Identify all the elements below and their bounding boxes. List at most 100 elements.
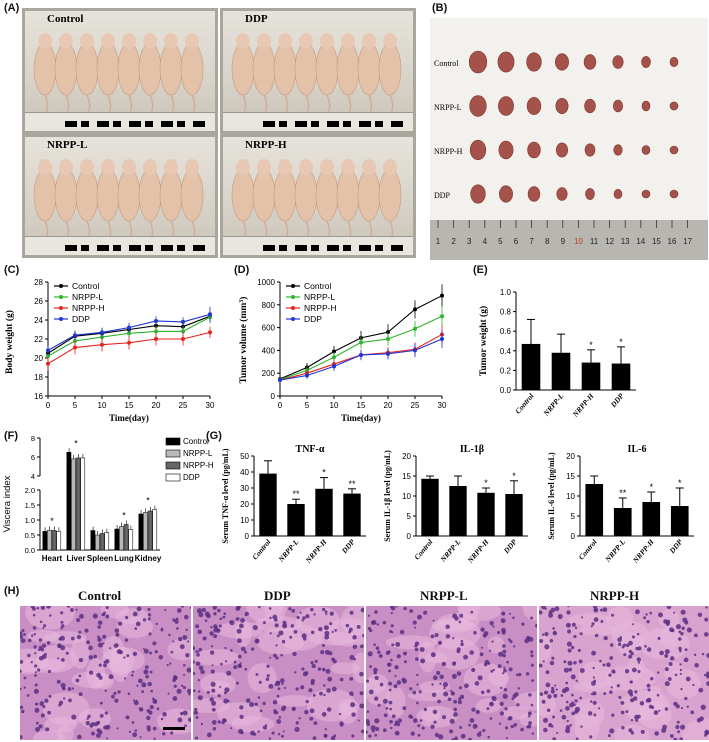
cell-nucleus xyxy=(202,636,207,641)
cell-nucleus xyxy=(644,644,647,648)
significance-mark: * xyxy=(649,482,653,492)
y-tick-label: 15 xyxy=(566,472,575,481)
cell-nucleus xyxy=(565,700,569,704)
data-point xyxy=(154,318,158,323)
cell-nucleus xyxy=(501,611,506,616)
cell-nucleus xyxy=(697,612,703,617)
cell-nucleus xyxy=(571,711,576,716)
category-label: NRPP-L xyxy=(438,537,463,564)
cell-nucleus xyxy=(200,669,205,675)
bar xyxy=(477,492,495,536)
cell-nucleus xyxy=(132,699,135,702)
ruler-block xyxy=(327,121,339,127)
cell-nucleus xyxy=(551,656,555,660)
cell-nucleus xyxy=(269,632,272,635)
cell-nucleus xyxy=(658,612,664,618)
cell-nucleus xyxy=(402,678,407,684)
cell-nucleus xyxy=(326,707,332,712)
cell-nucleus xyxy=(217,694,221,698)
cell-nucleus xyxy=(187,717,191,722)
mouse-body xyxy=(33,168,57,222)
cell-nucleus xyxy=(491,696,497,702)
cell-nucleus xyxy=(60,645,66,651)
tissue-region xyxy=(522,606,537,621)
cell-nucleus xyxy=(432,675,438,681)
cell-nucleus xyxy=(698,687,704,693)
cell-nucleus xyxy=(319,691,323,696)
significance-mark: ** xyxy=(292,489,300,499)
cell-nucleus xyxy=(325,613,328,616)
mice-label-ddp: DDP xyxy=(245,13,268,25)
cell-nucleus xyxy=(434,632,439,638)
tissue-region xyxy=(42,692,90,726)
cell-nucleus xyxy=(573,661,577,665)
cell-nucleus xyxy=(302,616,306,620)
cell-nucleus xyxy=(414,647,419,652)
cell-nucleus xyxy=(198,665,204,671)
cell-nucleus xyxy=(609,656,614,660)
cell-nucleus xyxy=(210,650,215,655)
x-tick-label: 20 xyxy=(384,401,393,410)
category-label: NRPP-H xyxy=(465,537,491,566)
cell-nucleus xyxy=(86,640,91,645)
data-point xyxy=(154,329,158,334)
ruler-number: 16 xyxy=(668,237,677,246)
cell-nucleus xyxy=(475,709,480,715)
cell-nucleus xyxy=(78,692,83,697)
y-tick-label: 10 xyxy=(566,492,575,501)
cell-nucleus xyxy=(138,707,144,712)
cell-nucleus xyxy=(317,667,322,671)
cell-nucleus xyxy=(412,620,417,625)
category-label: Lung xyxy=(114,554,134,563)
cell-nucleus xyxy=(181,684,184,688)
cell-nucleus xyxy=(594,633,599,638)
cell-nucleus xyxy=(213,634,218,639)
tumor-sample xyxy=(669,56,679,67)
cell-nucleus xyxy=(326,688,331,693)
cell-nucleus xyxy=(550,607,556,613)
cell-nucleus xyxy=(436,670,441,675)
cell-nucleus xyxy=(431,683,434,686)
cell-nucleus xyxy=(30,606,35,609)
data-point xyxy=(73,345,77,350)
y-tick-label: 20 xyxy=(402,452,411,461)
cell-nucleus xyxy=(503,666,506,669)
cell-nucleus xyxy=(565,725,571,730)
cell-nucleus xyxy=(371,729,375,733)
tissue-region xyxy=(487,636,505,654)
cell-nucleus xyxy=(598,707,601,710)
cell-nucleus xyxy=(460,642,464,647)
cell-nucleus xyxy=(359,691,364,696)
tissue-region xyxy=(665,668,702,700)
cell-nucleus xyxy=(513,722,518,727)
cell-nucleus xyxy=(686,705,689,709)
x-axis-label: Time(day) xyxy=(109,413,149,423)
cell-nucleus xyxy=(539,692,544,696)
cell-nucleus xyxy=(473,631,477,635)
cell-nucleus xyxy=(631,667,637,673)
cell-nucleus xyxy=(249,701,255,708)
data-point xyxy=(46,354,50,359)
cell-nucleus xyxy=(468,723,471,727)
cell-nucleus xyxy=(76,634,82,640)
cell-nucleus xyxy=(331,657,335,662)
cell-nucleus xyxy=(324,728,327,731)
cell-nucleus xyxy=(48,614,52,617)
category-label: DDP xyxy=(501,537,519,556)
cell-nucleus xyxy=(211,720,217,725)
cell-nucleus xyxy=(483,633,487,636)
legend-label: NRPP-L xyxy=(304,292,335,302)
cell-nucleus xyxy=(544,644,550,650)
bar xyxy=(343,493,361,536)
cell-nucleus xyxy=(545,670,550,675)
tumor-sample xyxy=(641,189,651,199)
cell-nucleus xyxy=(460,639,464,643)
cell-nucleus xyxy=(568,667,573,672)
y-tick-label: 10 xyxy=(402,492,411,501)
cell-nucleus xyxy=(661,727,667,733)
tumor-sample xyxy=(641,145,651,155)
cell-nucleus xyxy=(104,711,109,715)
cell-nucleus xyxy=(618,695,622,699)
cell-nucleus xyxy=(180,711,184,716)
cell-nucleus xyxy=(701,652,705,656)
